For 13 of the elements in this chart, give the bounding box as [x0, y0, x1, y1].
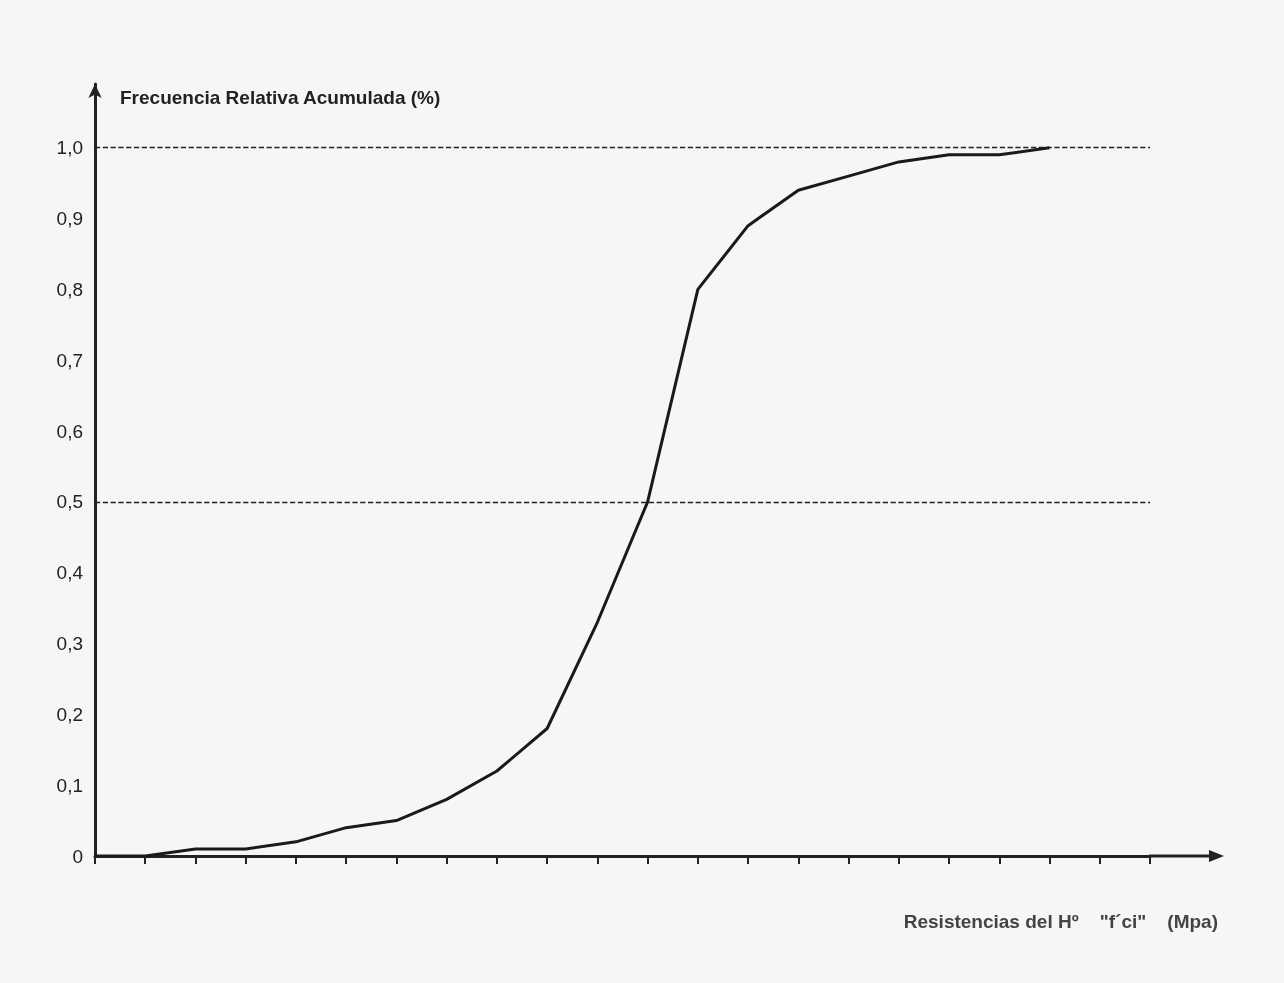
y-tick-label: 1,0 [56, 137, 83, 159]
y-tick-label: 0 [72, 845, 83, 867]
y-tick-label: 0,4 [56, 562, 84, 584]
y-tick-label: 0,3 [56, 633, 83, 655]
y-tick-label: 0,9 [56, 208, 83, 230]
y-tick-label: 0,8 [56, 278, 83, 300]
x-axis-title: Resistencias del Hº "f´ci" (Mpa) [903, 911, 1219, 932]
y-axis-title: Frecuencia Relativa Acumulada (%) [120, 87, 441, 108]
y-tick-label: 0,1 [56, 774, 83, 796]
y-tick-label: 0,6 [56, 420, 83, 442]
y-tick-label: 0,7 [56, 349, 83, 371]
y-tick-label: 0,2 [56, 703, 83, 725]
y-tick-label: 0,5 [56, 491, 83, 513]
